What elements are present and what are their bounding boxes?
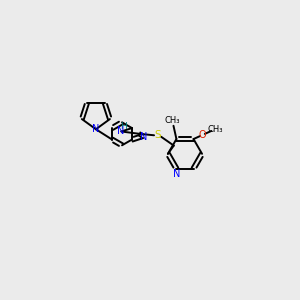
Text: N: N <box>140 132 147 142</box>
Text: O: O <box>199 130 206 140</box>
Text: H: H <box>120 122 127 131</box>
Text: N: N <box>92 124 100 134</box>
Text: CH₃: CH₃ <box>164 116 180 125</box>
Text: S: S <box>154 130 161 140</box>
Text: CH₃: CH₃ <box>208 124 223 134</box>
Text: N: N <box>117 126 124 136</box>
Text: N: N <box>173 169 180 178</box>
